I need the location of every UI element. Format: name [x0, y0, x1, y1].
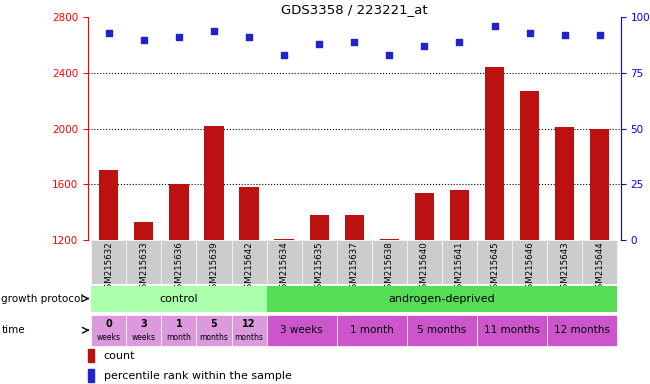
Point — [103, 30, 114, 36]
Text: GSM215634: GSM215634 — [280, 241, 289, 294]
Point — [454, 39, 465, 45]
Text: 5 months: 5 months — [417, 325, 467, 335]
Text: GSM215643: GSM215643 — [560, 241, 569, 294]
Point — [279, 52, 289, 58]
Bar — [442, 240, 477, 284]
Bar — [161, 240, 196, 284]
Bar — [555, 127, 575, 240]
Bar — [582, 240, 617, 284]
Bar — [91, 286, 266, 311]
Bar — [450, 190, 469, 240]
Bar — [169, 184, 188, 240]
Bar — [590, 129, 609, 240]
Bar — [88, 369, 94, 382]
Bar — [126, 315, 161, 346]
Text: 3 weeks: 3 weeks — [280, 325, 323, 335]
Text: GSM215636: GSM215636 — [174, 241, 183, 294]
Text: time: time — [1, 325, 25, 335]
Text: GSM215638: GSM215638 — [385, 241, 394, 294]
Bar — [274, 238, 294, 240]
Text: 5: 5 — [211, 319, 217, 329]
Text: GSM215646: GSM215646 — [525, 241, 534, 294]
Bar — [231, 315, 266, 346]
Text: GSM215644: GSM215644 — [595, 241, 604, 294]
Bar — [407, 315, 477, 346]
Point — [419, 43, 430, 49]
Point — [489, 23, 500, 29]
Bar — [204, 126, 224, 240]
Bar — [266, 286, 618, 311]
Text: 11 months: 11 months — [484, 325, 540, 335]
Text: GSM215641: GSM215641 — [455, 241, 464, 294]
Bar — [266, 315, 337, 346]
Bar — [99, 170, 118, 240]
Bar — [380, 238, 399, 240]
Text: GSM215633: GSM215633 — [139, 241, 148, 294]
Bar — [91, 315, 126, 346]
Bar — [512, 240, 547, 284]
Text: month: month — [166, 333, 191, 343]
Bar — [547, 315, 618, 346]
Bar — [547, 240, 582, 284]
Point — [560, 32, 570, 38]
Bar — [520, 91, 540, 240]
Point — [138, 36, 149, 43]
Bar — [134, 222, 153, 240]
Point — [244, 34, 254, 40]
Bar — [126, 240, 161, 284]
Text: GSM215640: GSM215640 — [420, 241, 429, 294]
Bar — [337, 315, 407, 346]
Text: 3: 3 — [140, 319, 148, 329]
Text: GSM215632: GSM215632 — [104, 241, 113, 294]
Text: growth protocol: growth protocol — [1, 293, 84, 304]
Bar — [196, 240, 231, 284]
Text: 0: 0 — [105, 319, 112, 329]
Text: control: control — [160, 293, 198, 304]
Bar — [239, 187, 259, 240]
Bar — [337, 240, 372, 284]
Point — [384, 52, 395, 58]
Bar — [266, 240, 302, 284]
Point — [209, 28, 219, 34]
Text: 12 months: 12 months — [554, 325, 610, 335]
Bar — [477, 240, 512, 284]
Text: months: months — [235, 333, 263, 343]
Title: GDS3358 / 223221_at: GDS3358 / 223221_at — [281, 3, 428, 16]
Text: 12: 12 — [242, 319, 256, 329]
Point — [349, 39, 359, 45]
Text: count: count — [104, 351, 135, 361]
Bar — [196, 315, 231, 346]
Point — [595, 32, 605, 38]
Text: weeks: weeks — [132, 333, 156, 343]
Point — [525, 30, 535, 36]
Bar — [407, 240, 442, 284]
Bar — [309, 215, 329, 240]
Bar — [477, 315, 547, 346]
Text: GSM215645: GSM215645 — [490, 241, 499, 294]
Bar — [344, 215, 364, 240]
Bar — [415, 193, 434, 240]
Bar — [302, 240, 337, 284]
Text: GSM215639: GSM215639 — [209, 241, 218, 294]
Text: GSM215637: GSM215637 — [350, 241, 359, 294]
Point — [314, 41, 324, 47]
Text: months: months — [200, 333, 228, 343]
Point — [174, 34, 184, 40]
Text: GSM215635: GSM215635 — [315, 241, 324, 294]
Bar — [372, 240, 407, 284]
Text: weeks: weeks — [97, 333, 121, 343]
Text: 1 month: 1 month — [350, 325, 394, 335]
Bar — [91, 240, 126, 284]
Bar — [161, 315, 196, 346]
Bar — [88, 349, 94, 362]
Text: androgen-deprived: androgen-deprived — [389, 293, 495, 304]
Text: GSM215642: GSM215642 — [244, 241, 254, 294]
Text: 1: 1 — [176, 319, 182, 329]
Bar — [485, 68, 504, 240]
Bar — [231, 240, 266, 284]
Text: percentile rank within the sample: percentile rank within the sample — [104, 371, 292, 381]
